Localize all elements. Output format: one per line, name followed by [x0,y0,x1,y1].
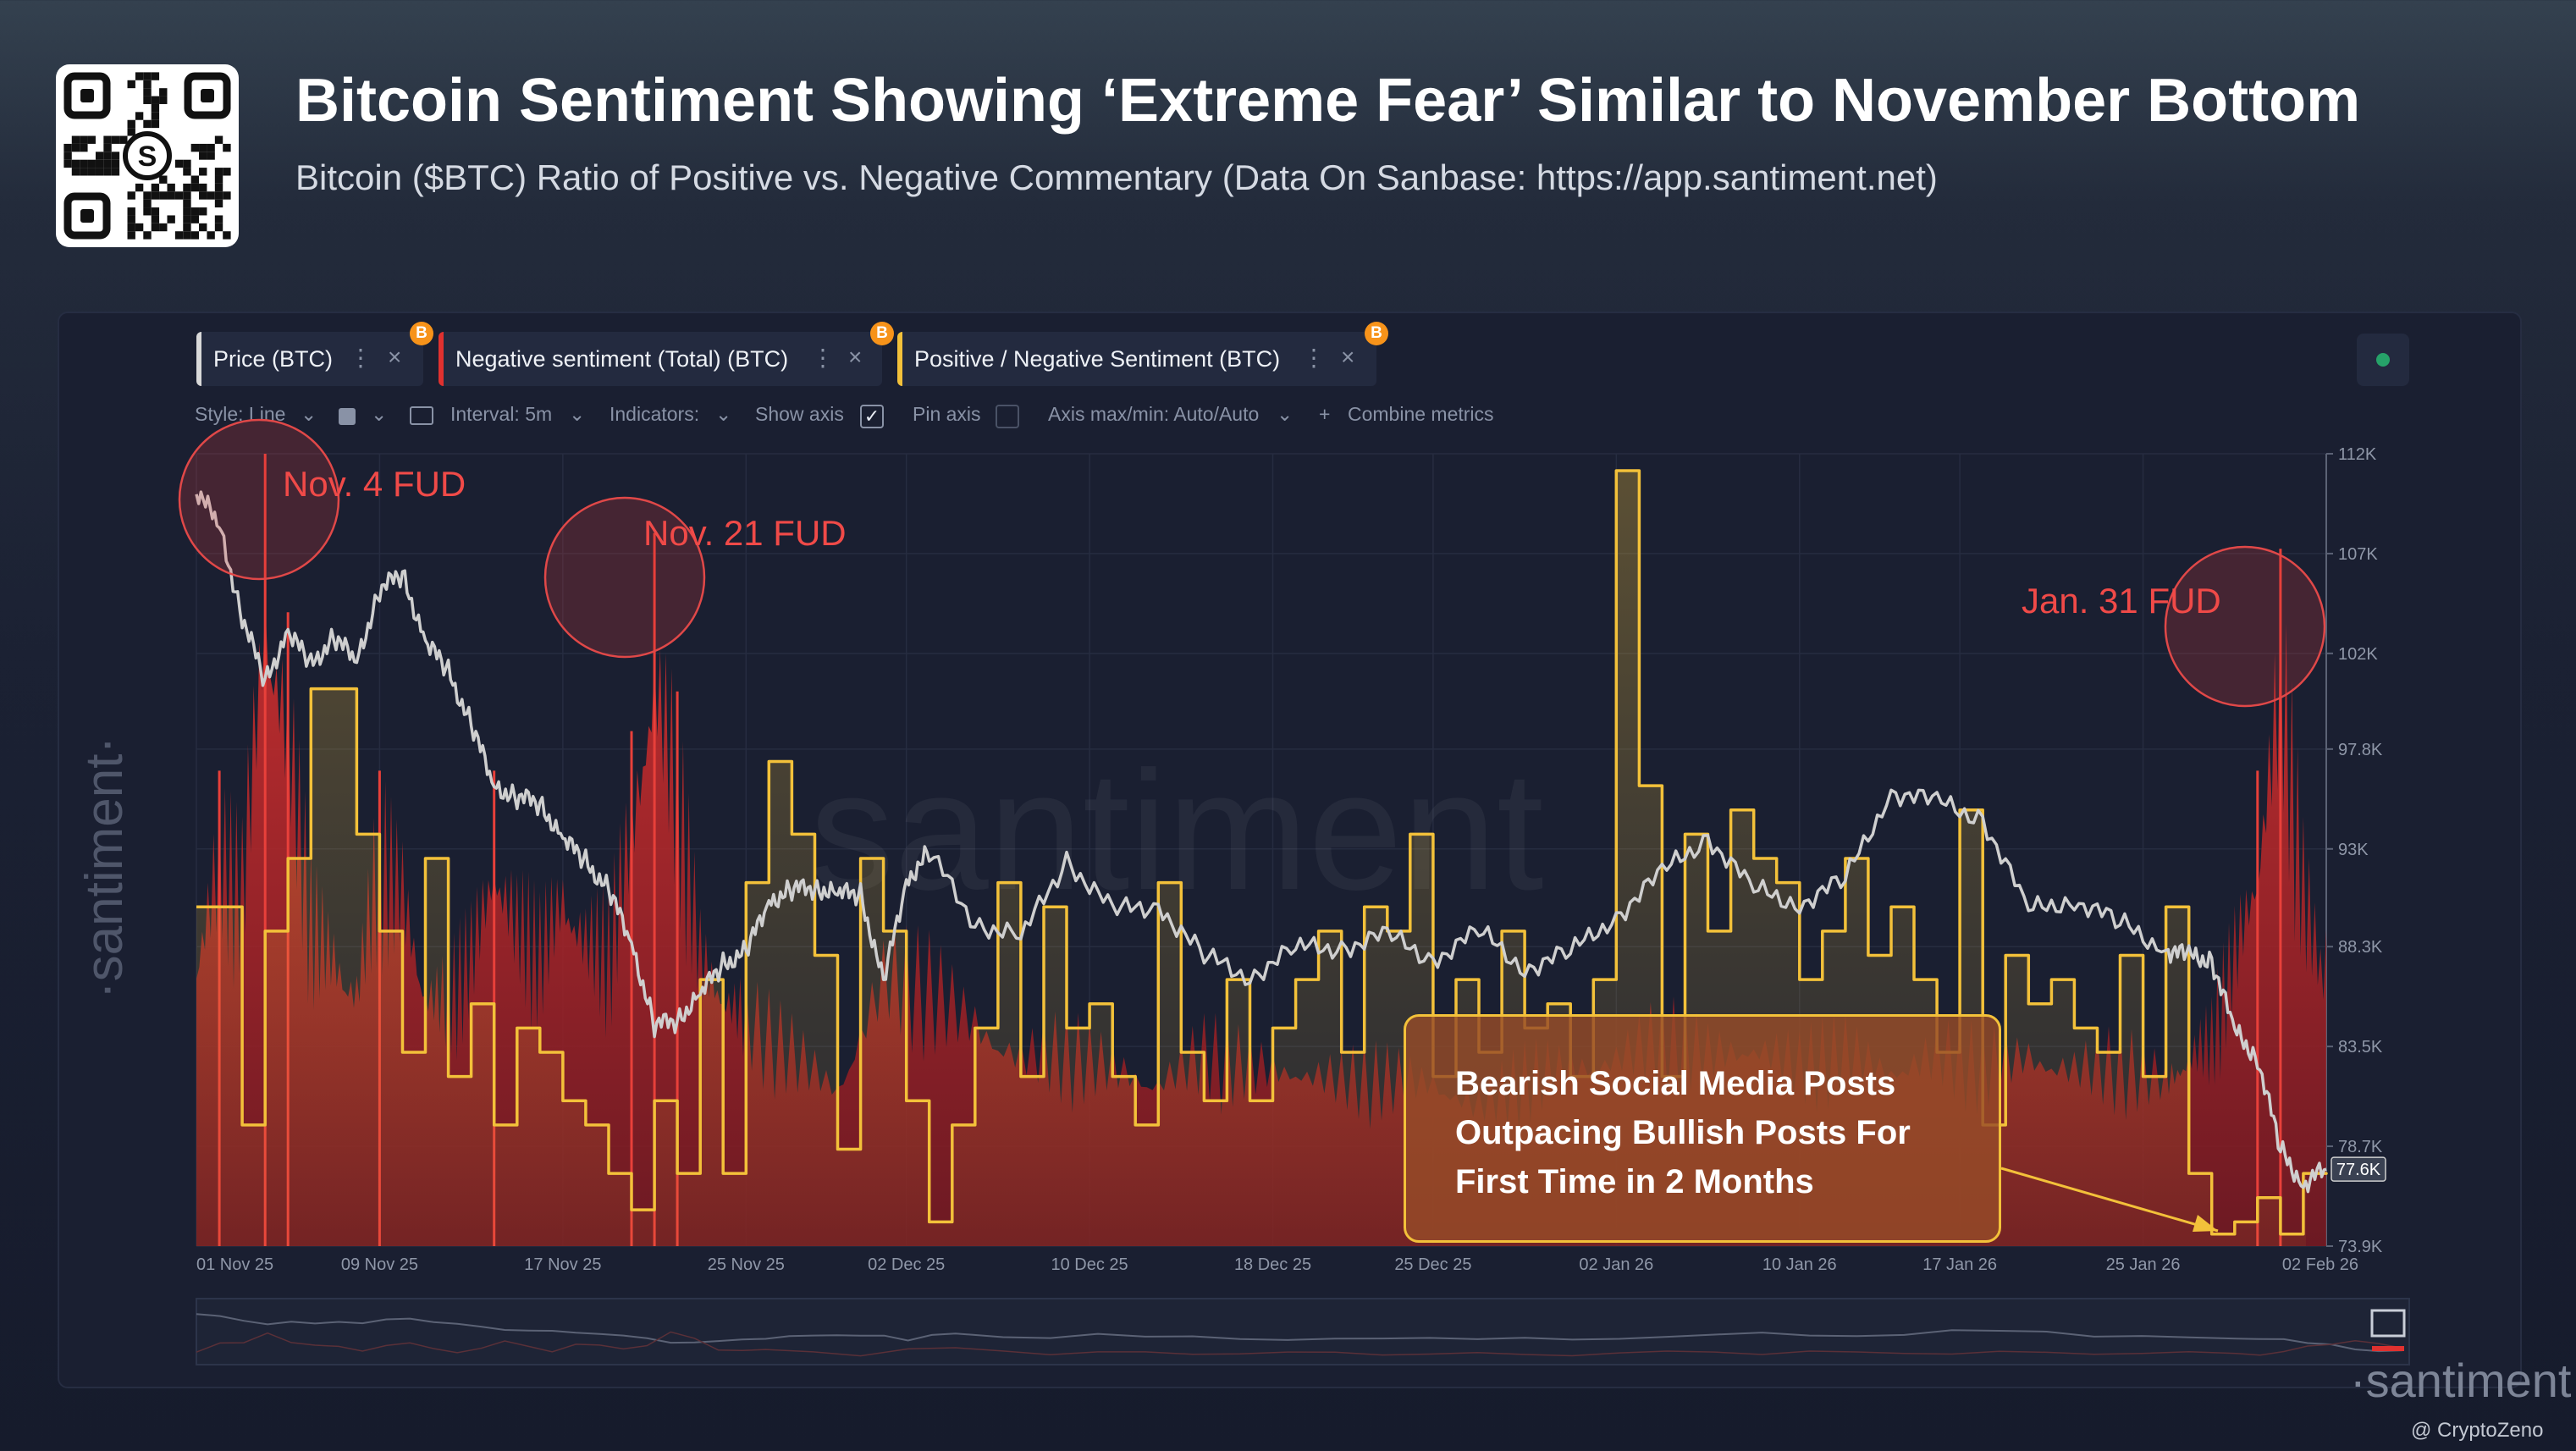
metric-chip-label: Price (BTC) [213,345,333,372]
bitcoin-icon: B [410,322,433,345]
x-tick-label: 09 Nov 25 [341,1255,418,1274]
show-axis-checkbox[interactable]: ✓ [860,405,884,428]
close-icon[interactable]: × [388,344,402,370]
status-dot-button[interactable] [2357,334,2409,386]
chevron-down-icon[interactable]: ⌄ [1277,403,1294,425]
metric-chip-price[interactable]: Price (BTC) ⋮ × B [196,322,433,386]
metric-color-bar [196,332,201,386]
calendar-icon [410,406,433,425]
show-axis-label: Show axis [755,403,844,425]
page-subtitle: Bitcoin ($BTC) Ratio of Positive vs. Neg… [295,157,1938,197]
qr-code: S [56,64,239,247]
y-tick-label: 78.7K [2338,1138,2383,1156]
callout-line: Bearish Social Media Posts [1455,1065,1896,1102]
metric-chip-label: Negative sentiment (Total) (BTC) [455,345,789,372]
author-credit: @ CryptoZeno [2411,1419,2544,1442]
kebab-menu-icon[interactable]: ⋮ [811,345,835,371]
metric-chip-negative-sentiment[interactable]: Negative sentiment (Total) (BTC) ⋮ × B [439,322,894,386]
y-tick-label: 107K [2338,545,2378,564]
x-tick-label: 17 Jan 26 [1922,1255,1997,1274]
callout-arrow [2000,1167,2219,1233]
x-tick-label: 01 Nov 25 [196,1255,273,1274]
svg-text:S: S [138,141,157,173]
x-tick-label: 02 Feb 26 [2282,1255,2358,1274]
bitcoin-icon: B [870,322,894,345]
callout-box: Bearish Social Media Posts Outpacing Bul… [1404,1014,2001,1243]
pin-axis-checkbox[interactable] [996,405,1019,428]
fud-annotation: Nov. 21 FUD [543,496,847,659]
x-tick-label: 25 Jan 26 [2106,1255,2181,1274]
fud-annotation: Nov. 4 FUD [178,418,466,581]
plus-icon: + [1319,403,1331,425]
y-tick-label: 112K [2338,445,2377,464]
color-square-icon[interactable] [339,408,356,425]
y-tick-label: 83.5K [2338,1038,2383,1057]
metric-color-bar [897,332,902,386]
callout-line: First Time in 2 Months [1455,1163,1814,1200]
chevron-down-icon[interactable]: ⌄ [371,403,388,425]
y-tick-label: 93K [2338,841,2369,859]
y-tick-label: 97.8K [2338,741,2383,759]
annotation-circle [543,496,706,659]
watermark-corner: ·santiment· [2350,1354,2576,1407]
combine-metrics-button[interactable]: Combine metrics [1348,403,1494,425]
y-tick-label: 88.3K [2338,938,2383,957]
x-axis: 01 Nov 25 09 Nov 25 17 Nov 25 25 Nov 25 02 D… [196,1255,2358,1274]
x-tick-label: 10 Jan 26 [1762,1255,1837,1274]
chevron-down-icon[interactable]: ⌄ [715,403,732,425]
x-tick-label: 02 Jan 26 [1579,1255,1653,1274]
price-line [195,490,2327,1194]
indicators-dropdown[interactable]: Indicators: [610,403,700,425]
interval-dropdown[interactable]: Interval: 5m [450,403,553,425]
annotation-circle [2164,545,2326,708]
navigator-negative-line [196,1331,2403,1357]
kebab-menu-icon[interactable]: ⋮ [1302,345,1326,371]
metric-chip-pos-neg-ratio[interactable]: Positive / Negative Sentiment (BTC) ⋮ × … [897,322,1388,386]
metric-color-bar [439,332,444,386]
current-price-badge: 77.6K [2331,1156,2386,1182]
chevron-down-icon[interactable]: ⌄ [301,403,317,425]
current-price-label: 77.6K [2336,1161,2381,1179]
x-tick-label: 02 Dec 25 [868,1255,945,1274]
annotation-circle [178,418,340,581]
annotation-label: Nov. 21 FUD [643,513,847,553]
pin-axis-label: Pin axis [913,403,981,425]
axis-maxmin-dropdown[interactable]: Axis max/min: Auto/Auto [1048,403,1260,425]
callout-line: Outpacing Bullish Posts For [1455,1114,1911,1151]
navigator-line [196,1313,2403,1353]
x-tick-label: 10 Dec 25 [1051,1255,1128,1274]
annotation-label: Nov. 4 FUD [283,464,466,504]
qr-code-pattern: S [63,72,231,240]
x-tick-label: 25 Nov 25 [708,1255,785,1274]
page-title: Bitcoin Sentiment Showing ‘Extreme Fear’… [295,67,2361,135]
watermark-side: ·santiment· [75,736,134,999]
navigator-handle[interactable] [2370,1309,2406,1351]
chevron-down-icon[interactable]: ⌄ [569,403,586,425]
bitcoin-icon: B [1365,322,1388,345]
annotations: Nov. 4 FUD Nov. 21 FUD Jan. 31 FUD [178,418,2326,708]
fud-annotation: Jan. 31 FUD [2022,545,2326,708]
close-icon[interactable]: × [848,344,863,370]
negative-sentiment-area [196,581,2326,1246]
x-tick-label: 25 Dec 25 [1394,1255,1471,1274]
annotation-label: Jan. 31 FUD [2022,581,2221,621]
x-tick-label: 18 Dec 25 [1234,1255,1311,1274]
callout-arrow-head [2193,1215,2218,1232]
y-tick-label: 73.9K [2338,1238,2383,1256]
metric-chip-label: Positive / Negative Sentiment (BTC) [914,345,1281,372]
close-icon[interactable]: × [1341,344,1355,370]
y-tick-label: 102K [2338,645,2378,664]
navigator-background[interactable] [196,1298,2410,1365]
y-axis: 112K 107K 102K 97.8K 93K 88.3K 83.5K 78.7K 73.9K [2326,445,2383,1256]
x-tick-label: 17 Nov 25 [524,1255,601,1274]
kebab-menu-icon[interactable]: ⋮ [349,345,372,371]
